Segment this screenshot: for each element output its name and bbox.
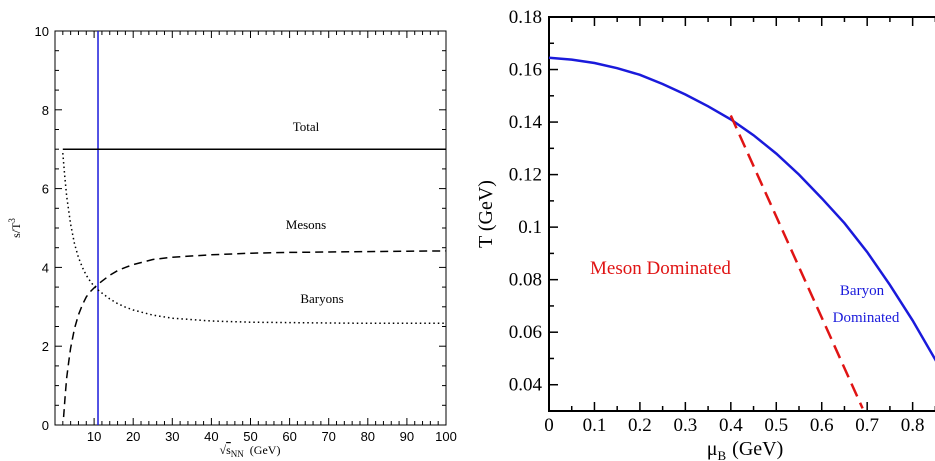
right-x-tick-label: 0.3 [673,415,697,436]
right-x-tick-label: 0.5 [764,415,788,436]
right-plot-frame [548,16,935,412]
right-x-tick-label: 0.2 [628,415,652,436]
right-y-tick-label: 0.06 [509,322,542,343]
right-x-tick-label: 0 [544,415,554,436]
svg-text:s/T3: s/T3 [7,218,23,238]
right-ticks [548,16,935,412]
right-x-tick-label: 0.4 [719,415,743,436]
annotation-dominated: Dominated [833,310,900,326]
left-x-tick-label: 100 [435,429,457,444]
annotation-total: Total [293,119,320,134]
right-y-axis-title: T (GeV) [475,180,497,248]
annotation-baryon: Baryon [840,283,885,299]
left-x-axis-title: √sNN (GeV) [220,443,281,459]
right-y-tick-label: 0.04 [509,375,543,396]
left-y-tick-label: 2 [42,339,49,354]
left-y-axis-title-base: s/T [9,222,23,238]
left-x-tick-label: 30 [165,429,179,444]
phase-boundary-line [548,56,935,362]
svg-text:T (GeV): T (GeV) [475,180,497,248]
right-x-tick-label: 0.6 [810,415,834,436]
right-chart: 0 0.1 0.2 0.3 0.4 0.5 0.6 0.7 0.8 0.04 0.06 0.08 0.1… [475,7,935,461]
series-mesons-line [62,250,447,418]
left-ticks [55,30,447,426]
right-y-tick-label: 0.1 [518,217,542,238]
right-x-tick-label: 0.1 [583,415,607,436]
left-y-tick-label: 6 [42,182,49,197]
left-x-tick-label: 70 [321,429,335,444]
left-y-tick-label: 4 [42,260,49,275]
left-y-tick-label: 10 [35,24,49,39]
right-x-axis-title: μB (GeV) [707,438,784,461]
right-x-tick-label: 0.7 [855,415,879,436]
annotation-mesons: Mesons [286,217,326,232]
right-y-tick-label: 0.18 [509,7,542,28]
left-y-axis-title-sup: 3 [7,218,17,223]
right-tick-labels: 0 0.1 0.2 0.3 0.4 0.5 0.6 0.7 0.8 0.04 0.06 0.08 0.1… [509,7,925,436]
right-y-tick-label: 0.16 [509,60,542,81]
left-x-tick-label: 90 [400,429,414,444]
right-y-tick-label: 0.14 [509,112,543,133]
left-y-axis-title: s/T3 [7,218,23,238]
left-y-tick-label: 0 [42,418,49,433]
left-chart: 10 20 30 40 50 60 70 80 90 100 0 2 4 6 8 10 Total Meson… [7,24,457,459]
left-x-tick-label: 20 [126,429,140,444]
annotation-meson-dominated: Meson Dominated [590,258,731,279]
annotation-baryons: Baryons [300,291,343,306]
left-x-tick-label: 40 [204,429,218,444]
right-y-tick-label: 0.08 [509,270,542,291]
right-y-tick-label: 0.12 [509,165,542,186]
left-series-group [62,31,447,425]
series-baryons-line [62,153,446,325]
meson-baryon-divider-line [729,114,864,409]
left-plot-frame [54,30,447,426]
right-x-tick-label: 0.8 [901,415,925,436]
left-y-tick-label: 8 [42,103,49,118]
right-series-group [548,56,935,409]
left-x-tick-label: 60 [282,429,296,444]
left-x-tick-label: 50 [243,429,257,444]
left-tick-labels: 10 20 30 40 50 60 70 80 90 100 0 2 4 6 8 10 [35,24,457,444]
left-x-tick-label: 80 [361,429,375,444]
left-x-tick-label: 10 [87,429,101,444]
